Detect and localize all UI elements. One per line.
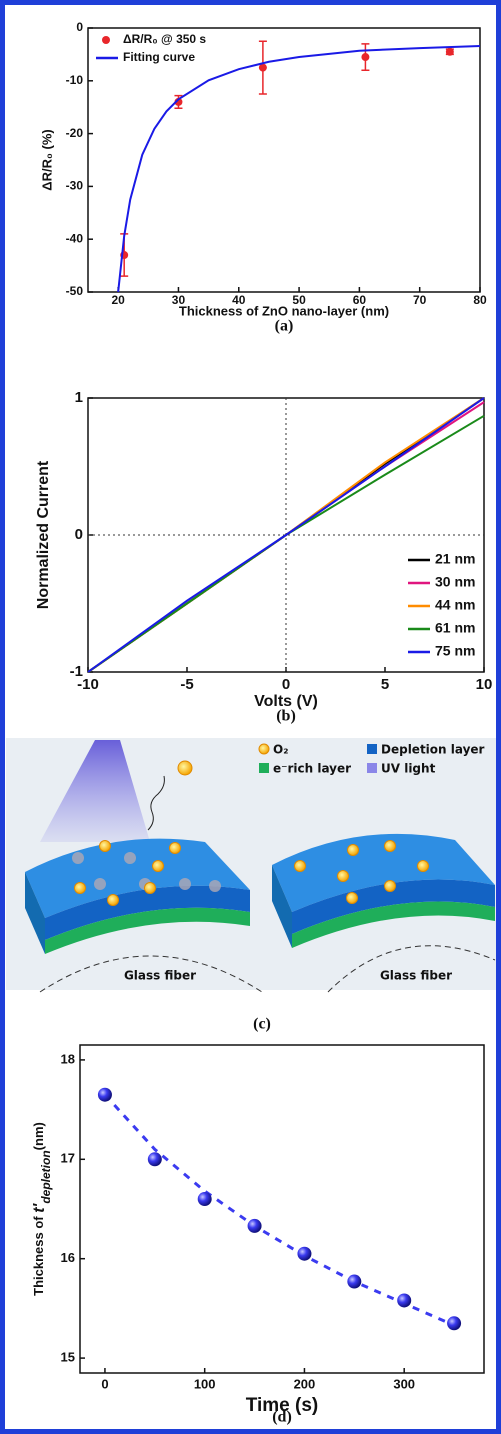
caption: (d) <box>272 1409 292 1426</box>
x-tick-label: 10 <box>476 676 493 693</box>
plot-frame <box>88 28 480 292</box>
x-tick-label: 0 <box>282 676 290 693</box>
y-axis-label-part: depletion <box>39 1150 53 1203</box>
legend-label: 44 nm <box>435 597 475 613</box>
y-axis-label: Normalized Current <box>35 460 52 609</box>
y-tick-label: 15 <box>61 1350 75 1365</box>
legend-label: e⁻rich layer <box>273 762 351 776</box>
x-tick-label: 80 <box>473 293 487 307</box>
diagram: O₂ Depletion layer e⁻rich layer UV light… <box>6 738 496 1033</box>
point <box>198 1192 212 1206</box>
y-tick-label: 16 <box>61 1250 75 1265</box>
caption: (c) <box>253 1016 271 1033</box>
point <box>248 1219 262 1233</box>
caption: (a) <box>275 318 294 335</box>
fiber-label: Glass fiber <box>380 969 452 983</box>
point <box>148 1152 162 1166</box>
point <box>446 48 454 56</box>
y-axis-label-part: (nm) <box>31 1122 46 1150</box>
caption: (b) <box>276 708 296 725</box>
legend-label: UV light <box>381 762 436 776</box>
frame <box>3 3 499 1432</box>
y-tick-label: -1 <box>70 663 83 680</box>
legend-label: Fitting curve <box>123 50 195 64</box>
legend-label: 75 nm <box>435 643 475 659</box>
legend-label: 30 nm <box>435 574 475 590</box>
legend-label: 61 nm <box>435 620 475 636</box>
y-tick-label: 0 <box>76 20 83 34</box>
x-tick-label: 20 <box>111 293 125 307</box>
series-line <box>118 46 480 292</box>
y-axis-label: ΔR/R₀ (%) <box>39 129 54 190</box>
point <box>297 1247 311 1261</box>
figure: O₂ Depletion layer e⁻rich layer UV light… <box>0 0 501 1434</box>
x-tick-label: 5 <box>381 676 389 693</box>
plot-frame <box>80 1045 484 1373</box>
legend-label: O₂ <box>273 743 288 757</box>
x-tick-label: 200 <box>294 1376 316 1391</box>
y-axis-label-part: Thickness of <box>31 1213 46 1296</box>
y-axis-label: Thickness of t'depletion(nm) <box>31 1122 53 1296</box>
x-tick-label: 70 <box>413 293 427 307</box>
fiber-label: Glass fiber <box>124 969 196 983</box>
point <box>347 1275 361 1289</box>
x-axis-label: Thickness of ZnO nano-layer (nm) <box>179 303 389 318</box>
x-tick-label: -5 <box>180 676 193 693</box>
legend-o2-marker <box>259 744 269 754</box>
legend-label: ΔR/R₀ @ 350 s <box>123 32 206 46</box>
y-tick-label: -40 <box>66 231 84 245</box>
y-tick-label: 17 <box>61 1151 75 1166</box>
y-tick-label: 18 <box>61 1051 75 1066</box>
point <box>447 1316 461 1330</box>
legend-label: Depletion layer <box>381 743 485 757</box>
legend-uv-marker <box>367 763 377 773</box>
point <box>397 1293 411 1307</box>
y-tick-label: -20 <box>66 126 84 140</box>
point <box>98 1088 112 1102</box>
x-tick-label: 300 <box>393 1376 415 1391</box>
y-tick-label: -50 <box>66 284 84 298</box>
legend-depletion-marker <box>367 744 377 754</box>
legend-marker <box>102 36 110 44</box>
x-tick-label: 100 <box>194 1376 216 1391</box>
x-tick-label: 0 <box>101 1376 108 1391</box>
y-tick-label: 1 <box>75 389 83 406</box>
y-tick-label: -10 <box>66 73 84 87</box>
point <box>361 53 369 61</box>
series-line <box>105 1095 454 1326</box>
y-tick-label: -30 <box>66 179 84 193</box>
legend-label: 21 nm <box>435 551 475 567</box>
y-tick-label: 0 <box>75 526 83 543</box>
legend-erich-marker <box>259 763 269 773</box>
